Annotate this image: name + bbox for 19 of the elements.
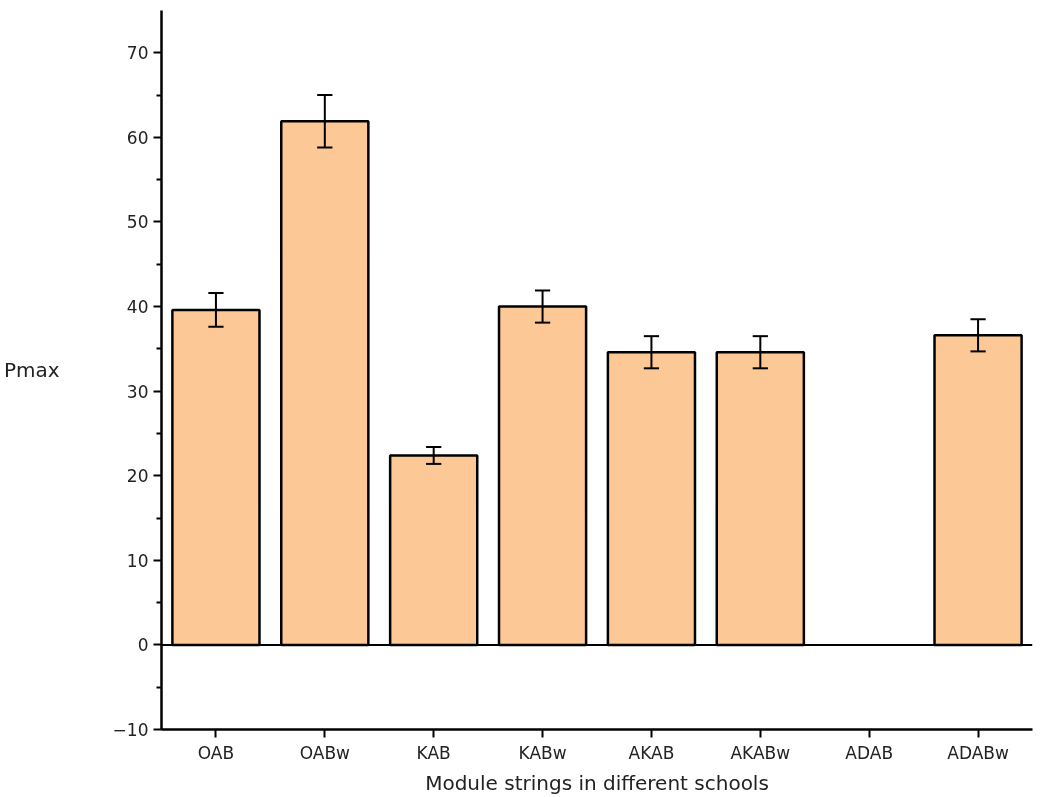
- x-axis-title: Module strings in different schools: [425, 770, 769, 795]
- y-tick-label: 20: [126, 466, 149, 487]
- x-tick-label: ADAB: [845, 742, 894, 763]
- y-tick-label: −10: [112, 720, 149, 740]
- y-tick-label: 60: [126, 127, 149, 148]
- y-tick-label: 50: [126, 212, 149, 233]
- y-tick-label: 0: [137, 635, 149, 656]
- x-tick-label: AKAB: [628, 742, 675, 763]
- x-tick-label: AKABw: [730, 742, 791, 763]
- y-tick-label: 40: [126, 297, 149, 318]
- x-tick-label: OABw: [299, 742, 351, 763]
- y-axis-title: Pmax: [3, 358, 60, 382]
- y-tick-label: 30: [126, 381, 149, 402]
- y-tick-label: 70: [126, 43, 149, 64]
- y-tick-label: 10: [126, 550, 149, 571]
- x-tick-label: ADABw: [947, 742, 1009, 763]
- x-tick-label: OAB: [197, 742, 235, 763]
- x-tick-label: KABw: [518, 742, 567, 763]
- x-tick-label: KAB: [416, 742, 451, 763]
